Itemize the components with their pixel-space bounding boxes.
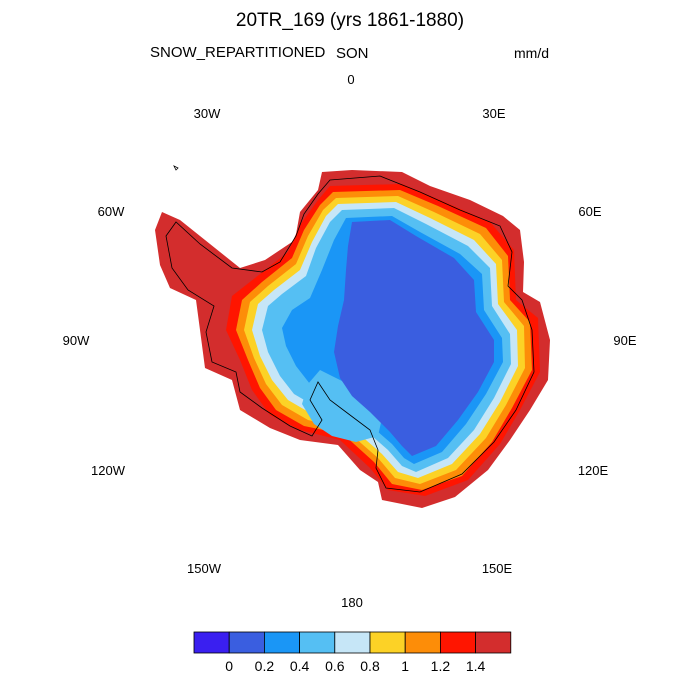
colorbar-box — [439, 631, 476, 654]
colorbar-box — [369, 631, 406, 654]
colorbar-tick-label: 0.2 — [254, 658, 275, 674]
lon-label-30e: 30E — [482, 106, 506, 121]
lon-label-150w: 150W — [187, 561, 221, 576]
coastline — [165, 175, 535, 493]
lon-label-90w: 90W — [62, 333, 90, 348]
lon-label-30w: 30W — [193, 106, 221, 121]
colorbar-box — [263, 631, 300, 654]
colorbar-box — [334, 631, 371, 654]
colorbar-tick-label: 0.4 — [289, 658, 310, 674]
units-label: mm/d — [514, 45, 549, 61]
colorbar-box — [193, 631, 230, 654]
colorbar-tick-label: 0 — [225, 658, 234, 674]
lon-label-60e: 60E — [578, 204, 602, 219]
lon-label-0: 0 — [347, 72, 355, 87]
lon-label-120w: 120W — [91, 463, 125, 478]
colorbar-box — [475, 631, 512, 654]
lon-label-180: 180 — [341, 595, 363, 610]
lon-label-120e: 120E — [577, 463, 609, 478]
colorbar-tick-label: 1 — [401, 658, 410, 674]
small-island — [173, 165, 179, 171]
colorbar-tick-label: 0.6 — [325, 658, 345, 674]
map-region-plateau — [334, 220, 494, 456]
colorbar-box — [228, 631, 265, 654]
variable-name: SNOW_REPARTITIONED — [150, 44, 326, 61]
colorbar-tick-label: 0.8 — [360, 658, 380, 674]
colorbar-tick-label: 1.4 — [465, 658, 486, 674]
colorbar-box — [299, 631, 336, 654]
colorbar — [193, 631, 512, 654]
colorbar-box — [404, 631, 441, 654]
season-label: SON — [336, 45, 369, 62]
map-title: 20TR_169 (yrs 1861-1880) — [235, 10, 465, 31]
colorbar-tick-label: 1.2 — [430, 658, 451, 674]
lon-label-90e: 90E — [613, 333, 637, 348]
lon-label-60w: 60W — [97, 204, 125, 219]
lon-label-150e: 150E — [481, 561, 513, 576]
